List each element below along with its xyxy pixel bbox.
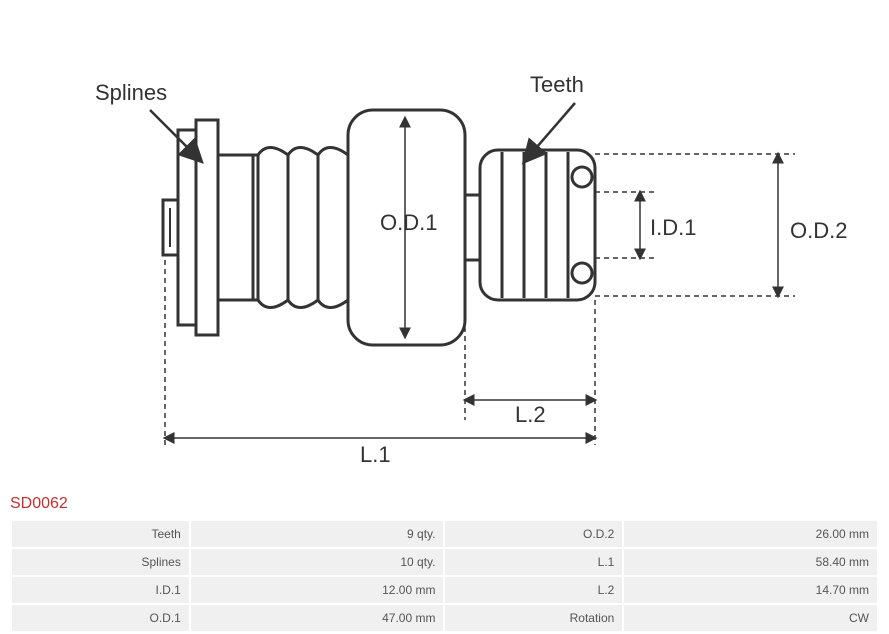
spec-value: 58.40 mm xyxy=(624,549,877,575)
technical-diagram: Splines Teeth O.D.1 I.D.1 O.D.2 L.2 L.1 xyxy=(0,0,889,495)
table-row: I.D.112.00 mmL.214.70 mm xyxy=(12,577,877,603)
spec-value: CW xyxy=(624,605,877,631)
spec-value: 9 qty. xyxy=(191,521,444,547)
table-row: Teeth9 qty.O.D.226.00 mm xyxy=(12,521,877,547)
spec-label: Teeth xyxy=(12,521,189,547)
spec-label: I.D.1 xyxy=(12,577,189,603)
label-od1: O.D.1 xyxy=(380,210,437,235)
label-splines: Splines xyxy=(95,80,167,105)
spec-label: O.D.1 xyxy=(12,605,189,631)
label-teeth: Teeth xyxy=(530,72,584,97)
label-od2: O.D.2 xyxy=(790,218,847,243)
spec-label: L.2 xyxy=(445,577,622,603)
label-l2: L.2 xyxy=(515,402,546,427)
spec-value: 26.00 mm xyxy=(624,521,877,547)
spec-value: 10 qty. xyxy=(191,549,444,575)
label-id1: I.D.1 xyxy=(650,215,696,240)
diagram-svg: Splines Teeth O.D.1 I.D.1 O.D.2 L.2 L.1 xyxy=(0,0,889,495)
spec-value: 47.00 mm xyxy=(191,605,444,631)
table-row: O.D.147.00 mmRotationCW xyxy=(12,605,877,631)
part-number: SD0062 xyxy=(0,495,889,519)
spec-table: Teeth9 qty.O.D.226.00 mmSplines10 qty.L.… xyxy=(10,519,879,633)
spec-value: 14.70 mm xyxy=(624,577,877,603)
label-l1: L.1 xyxy=(360,442,391,467)
spec-label: O.D.2 xyxy=(445,521,622,547)
spec-label: Splines xyxy=(12,549,189,575)
table-row: Splines10 qty.L.158.40 mm xyxy=(12,549,877,575)
spec-label: L.1 xyxy=(445,549,622,575)
spec-label: Rotation xyxy=(445,605,622,631)
spec-value: 12.00 mm xyxy=(191,577,444,603)
